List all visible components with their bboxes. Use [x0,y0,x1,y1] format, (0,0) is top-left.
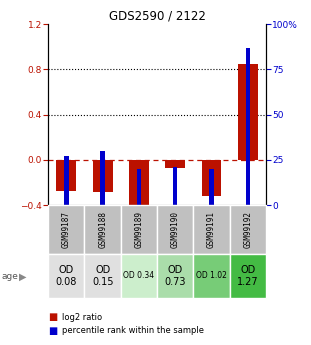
Bar [48,205,85,254]
Text: ■: ■ [48,326,58,335]
Bar [137,169,141,205]
Text: ▶: ▶ [19,272,27,282]
Bar [64,156,68,205]
Bar [165,160,185,168]
Bar [48,254,85,298]
Bar [193,254,230,298]
Text: OD 0.34: OD 0.34 [123,272,155,280]
Text: percentile rank within the sample: percentile rank within the sample [62,326,204,335]
Text: OD
0.15: OD 0.15 [92,265,114,287]
Bar [85,254,121,298]
Bar [230,205,266,254]
Bar [56,160,76,190]
Bar [93,160,113,192]
Bar [129,160,149,217]
Bar [85,205,121,254]
Text: OD
0.08: OD 0.08 [56,265,77,287]
Title: GDS2590 / 2122: GDS2590 / 2122 [109,10,206,23]
Bar [209,169,214,205]
Bar [202,160,221,196]
Text: ■: ■ [48,313,58,322]
Text: GSM99190: GSM99190 [171,211,180,248]
Text: GSM99192: GSM99192 [243,211,252,248]
Bar [121,254,157,298]
Text: log2 ratio: log2 ratio [62,313,102,322]
Bar [157,254,193,298]
Text: GSM99187: GSM99187 [62,211,71,248]
Bar [246,48,250,205]
Text: GSM99191: GSM99191 [207,211,216,248]
Text: age: age [2,272,18,281]
Bar [121,205,157,254]
Bar [100,151,105,205]
Text: OD 1.02: OD 1.02 [196,272,227,280]
Bar [173,167,177,205]
Text: OD
0.73: OD 0.73 [165,265,186,287]
Text: OD
1.27: OD 1.27 [237,265,258,287]
Bar [230,254,266,298]
Bar [157,205,193,254]
Text: GSM99188: GSM99188 [98,211,107,248]
Text: GSM99189: GSM99189 [134,211,143,248]
Bar [193,205,230,254]
Bar [238,64,258,160]
